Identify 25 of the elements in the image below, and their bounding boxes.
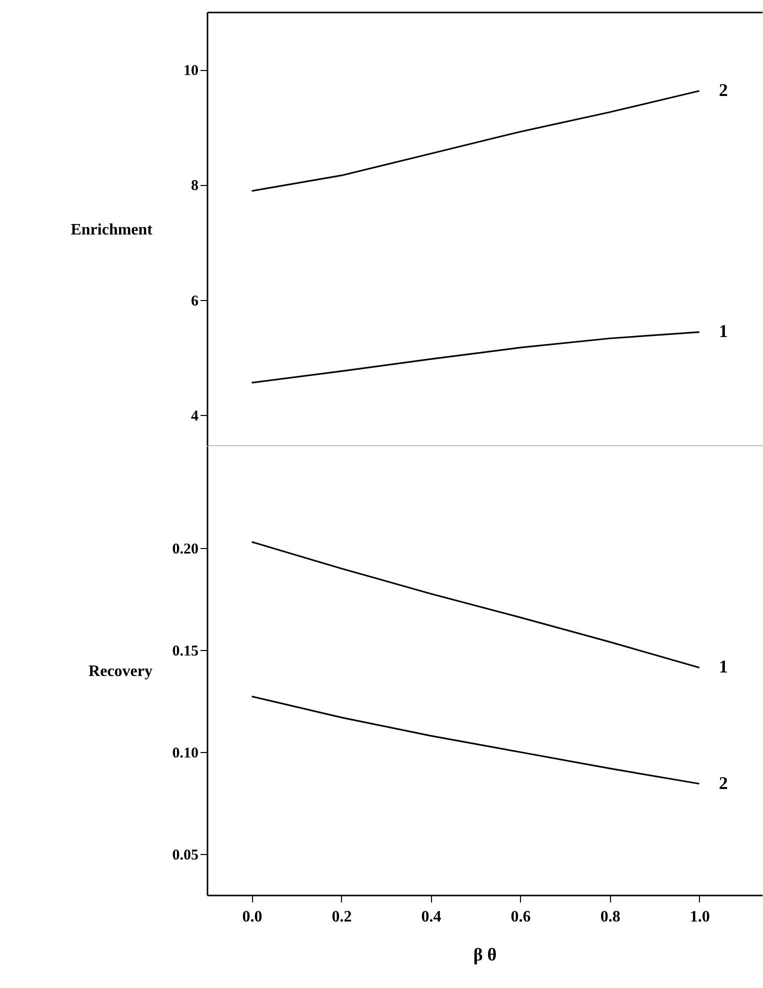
x-tick-label: 0.6	[510, 908, 531, 926]
line-series	[250, 541, 700, 668]
y-tick-label: 0.15	[172, 644, 198, 660]
series-label: 1	[718, 321, 728, 342]
y-axis-title: Recovery	[88, 663, 152, 680]
series-label: 1	[718, 656, 728, 677]
x-tick-label: 0.8	[600, 908, 620, 926]
y-tick-label: 0.20	[172, 542, 198, 558]
series-label: 2	[718, 772, 728, 793]
y-tick-label: 6	[191, 293, 199, 310]
x-axis-title: β θ	[473, 944, 497, 964]
y-tick-label: 8	[191, 178, 198, 194]
y-axis-title: Enrichment	[70, 222, 154, 238]
y-tick-label: 0.05	[172, 848, 198, 864]
line-series	[250, 696, 700, 785]
line-series	[250, 331, 700, 384]
x-tick-label: 0.0	[242, 908, 262, 926]
x-tick-label: 1.0	[690, 908, 710, 926]
y-tick-label: 10	[184, 63, 198, 80]
line-series	[250, 90, 700, 192]
x-tick-label: 0.4	[421, 908, 442, 926]
y-tick-label: 0.10	[172, 746, 198, 762]
x-tick-label: 0.2	[332, 908, 352, 926]
series-label: 2	[718, 80, 728, 100]
y-tick-label: 4	[191, 408, 199, 424]
